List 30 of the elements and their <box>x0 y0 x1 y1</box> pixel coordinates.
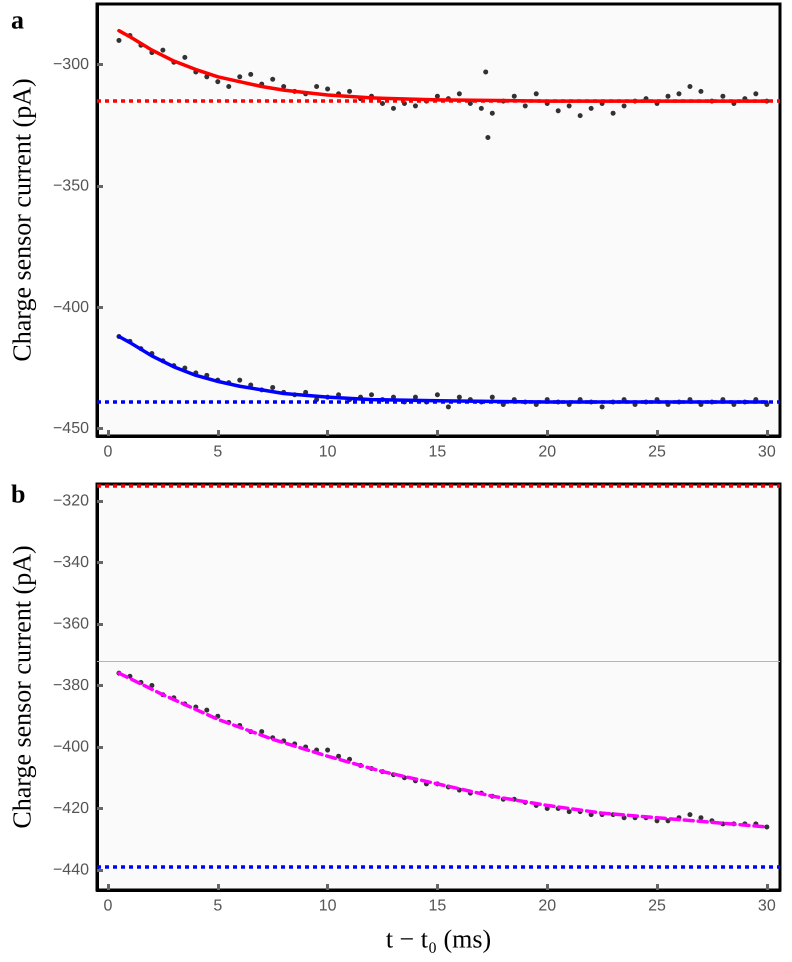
x-tick-label: 15 <box>428 444 446 460</box>
x-tick-label: 30 <box>758 898 776 914</box>
x-tick-label: 10 <box>318 898 337 914</box>
y-tick-label: −400 <box>52 738 90 756</box>
x-tick-label: 10 <box>318 444 337 460</box>
y-tick-label: −450 <box>52 420 90 438</box>
chart-title: b <box>11 480 26 508</box>
y-tick-label: −350 <box>52 178 90 195</box>
x-tick-label: 5 <box>213 898 222 914</box>
x-tick-label: 5 <box>213 444 222 460</box>
x-tick-label: 0 <box>104 444 113 460</box>
x-tick-label: 25 <box>648 444 666 460</box>
y-tick-label: −420 <box>52 800 90 817</box>
x-axis-title: t − t₀ (ms) <box>386 924 492 954</box>
y-tick-label: −440 <box>52 862 90 879</box>
y-tick-label: −320 <box>52 492 90 510</box>
x-tick-label: 25 <box>648 898 666 914</box>
y-tick-label: −340 <box>52 554 90 571</box>
y-tick-label: −360 <box>52 615 90 632</box>
y-axis-title: Charge sensor current (pA) <box>8 545 36 829</box>
x-tick-label: 20 <box>538 898 556 914</box>
x-tick-label: 15 <box>428 898 446 914</box>
y-tick-label: −300 <box>52 56 90 74</box>
y-tick-label: −380 <box>52 676 90 694</box>
y-tick-label: −400 <box>52 298 90 316</box>
x-tick-label: 0 <box>104 898 113 914</box>
y-axis-title: Charge sensor current (pA) <box>8 78 36 362</box>
chart-title: a <box>11 6 24 34</box>
x-tick-label: 30 <box>758 444 776 460</box>
x-tick-label: 20 <box>538 444 556 460</box>
